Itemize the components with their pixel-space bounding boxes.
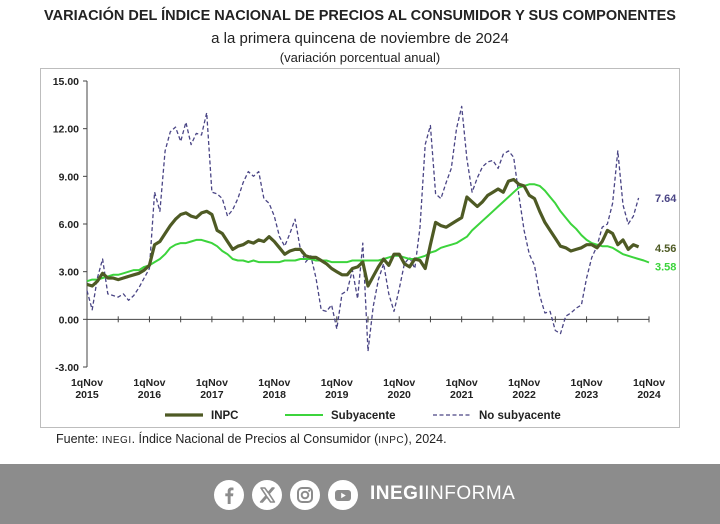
x-tick-label: 2021 bbox=[450, 389, 474, 401]
y-tick-label: 15.00 bbox=[53, 76, 79, 88]
instagram-icon[interactable] bbox=[290, 480, 320, 510]
x-tick-label: 1qNov bbox=[133, 377, 165, 389]
y-tick-label: 3.00 bbox=[59, 267, 80, 279]
source-suffix: ), 2024. bbox=[404, 432, 447, 446]
x-tick-label: 2017 bbox=[200, 389, 224, 401]
source-note: Fuente: INEGI. Índice Nacional de Precio… bbox=[56, 432, 447, 446]
end-label-inpc: 4.56 bbox=[655, 243, 676, 255]
y-tick-label: 0.00 bbox=[59, 314, 80, 326]
y-tick-label: -3.00 bbox=[55, 362, 79, 374]
end-label-no-subyacente: 7.64 bbox=[655, 193, 677, 205]
legend-label: INPC bbox=[211, 410, 238, 422]
x-tick-label: 2024 bbox=[637, 389, 661, 401]
series-line-inpc bbox=[86, 177, 640, 288]
y-tick-label: 12.00 bbox=[53, 124, 79, 136]
brand-logo[interactable]: INEGIINFORMA bbox=[370, 483, 515, 505]
y-tick-label: 9.00 bbox=[59, 171, 80, 183]
x-tick-label: 1qNov bbox=[321, 377, 353, 389]
footer-bar: INEGIINFORMA bbox=[0, 464, 720, 524]
chart-title: VARIACIÓN DEL ÍNDICE NACIONAL DE PRECIOS… bbox=[44, 8, 676, 24]
source-org: INEGI bbox=[101, 435, 132, 446]
legend-label: Subyacente bbox=[331, 410, 396, 422]
x-tick-label: 2020 bbox=[388, 389, 412, 401]
x-tick-label: 1qNov bbox=[258, 377, 290, 389]
x-tick-label: 1qNov bbox=[71, 377, 103, 389]
x-tick-label: 1qNov bbox=[196, 377, 228, 389]
y-tick-label: 6.00 bbox=[59, 219, 80, 231]
x-tick-label: 1qNov bbox=[383, 377, 415, 389]
facebook-icon[interactable] bbox=[214, 480, 244, 510]
x-tick-label: 2023 bbox=[575, 389, 599, 401]
x-tick-label: 2022 bbox=[512, 389, 536, 401]
x-tick-label: 2019 bbox=[325, 389, 349, 401]
x-tick-label: 2015 bbox=[75, 389, 99, 401]
x-tick-label: 1qNov bbox=[446, 377, 478, 389]
x-tick-label: 1qNov bbox=[571, 377, 603, 389]
end-label-subyacente: 3.58 bbox=[655, 261, 676, 273]
x-tick-label: 1qNov bbox=[633, 377, 665, 389]
legend-label: No subyacente bbox=[479, 410, 561, 422]
x-tick-label: 2016 bbox=[138, 389, 162, 401]
series-line-no-subyacente bbox=[86, 105, 640, 352]
x-tick-label: 2018 bbox=[263, 389, 287, 401]
x-icon[interactable] bbox=[252, 480, 282, 510]
youtube-icon[interactable] bbox=[328, 480, 358, 510]
x-tick-label: 1qNov bbox=[508, 377, 540, 389]
series-line-subyacente bbox=[86, 183, 650, 283]
line-chart: 15.0012.009.006.003.000.00-3.001qNov2015… bbox=[53, 76, 678, 422]
brand-light: INFORMA bbox=[424, 483, 516, 504]
source-prefix: Fuente: bbox=[56, 432, 102, 446]
brand-bold: INEGI bbox=[370, 483, 425, 504]
source-abbr: INPC bbox=[378, 435, 405, 446]
chart-subtitle: a la primera quincena de noviembre de 20… bbox=[211, 30, 509, 47]
chart-unit-note: (variación porcentual anual) bbox=[279, 50, 441, 65]
source-mid: . Índice Nacional de Precios al Consumid… bbox=[131, 432, 379, 446]
chart-panel: 15.00 12.00 9.00 6.00 3.00 0.00 -3.00 1qNov 2015… bbox=[40, 68, 680, 428]
